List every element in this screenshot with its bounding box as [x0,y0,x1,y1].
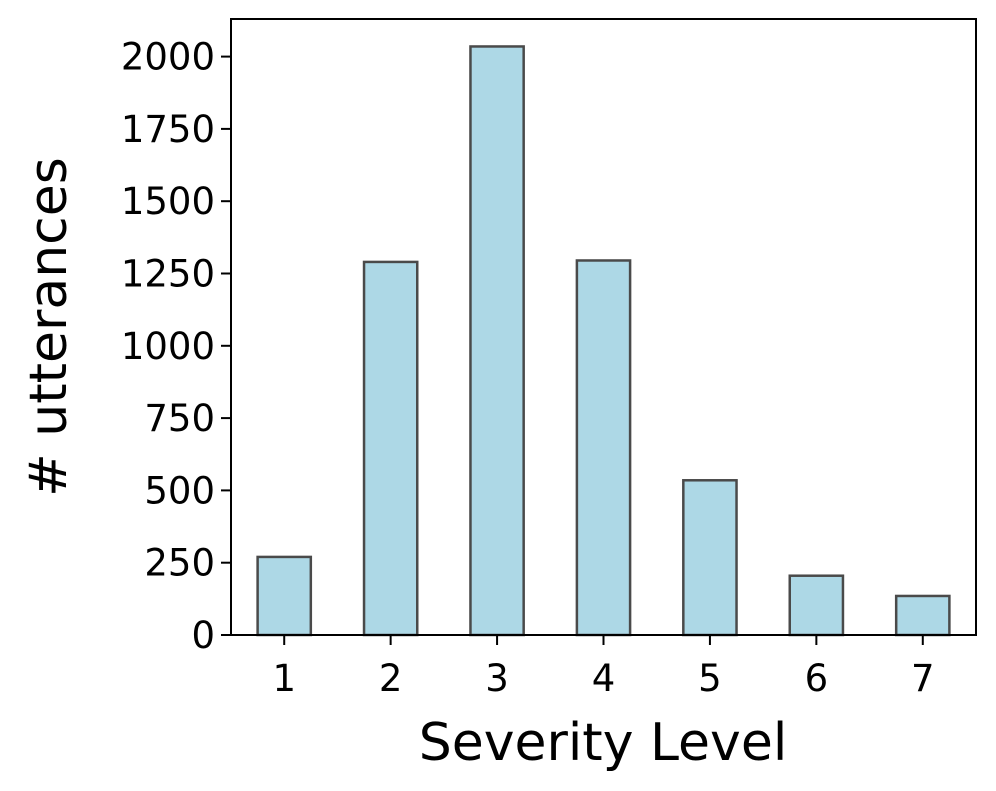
y-tick-label: 1500 [121,180,215,223]
y-axis-title: # utterances [19,157,79,497]
bar-severity-7 [894,594,951,637]
y-tick-label: 750 [144,397,215,440]
y-axis-ticks: 0 250 500 750 1000 1250 1500 1750 2000 [121,36,231,657]
bar-severity-3 [469,45,525,637]
y-tick-label: 0 [191,614,215,657]
bar-severity-2 [362,260,419,637]
x-tick-label: 4 [592,657,616,700]
x-tick-label: 3 [485,657,509,700]
x-tick-label: 5 [698,657,722,700]
x-axis-ticks: 1 2 3 4 5 6 7 [272,635,935,700]
y-tick-label: 1750 [121,108,215,151]
bar-severity-6 [788,574,845,637]
x-tick-label: 7 [911,657,935,700]
bar-severity-1 [256,555,313,637]
y-tick-label: 250 [144,542,215,585]
plot-frame [230,18,977,636]
x-tick-label: 6 [805,657,829,700]
x-tick-label: 2 [379,657,403,700]
bar-severity-4 [575,259,632,637]
x-tick-label: 1 [272,657,296,700]
bars [256,45,951,637]
y-tick-label: 2000 [121,36,215,79]
bar-severity-5 [682,479,738,637]
y-tick-label: 500 [144,469,215,512]
x-axis-title: Severity Level [419,713,788,773]
y-tick-label: 1250 [121,252,215,295]
y-tick-label: 1000 [121,325,215,368]
